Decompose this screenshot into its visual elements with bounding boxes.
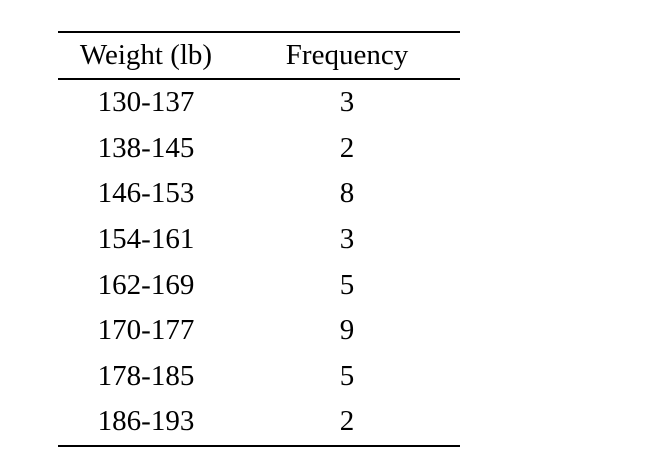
bottom-rule bbox=[58, 444, 460, 447]
table-row: 130-137 3 bbox=[58, 80, 460, 126]
weight-cell: 154-161 bbox=[97, 223, 195, 256]
header-rule bbox=[58, 78, 460, 80]
frequency-cell: 3 bbox=[339, 86, 355, 119]
weight-cell: 138-145 bbox=[97, 131, 195, 164]
frequency-cell: 3 bbox=[339, 223, 355, 256]
table-row: 186-193 2 bbox=[58, 399, 460, 445]
weight-cell: 130-137 bbox=[97, 86, 195, 119]
table-row: 154-161 3 bbox=[58, 217, 460, 263]
frequency-cell: 2 bbox=[339, 405, 355, 438]
table-row: 170-177 9 bbox=[58, 308, 460, 354]
table-header-row: Weight (lb) Frequency bbox=[58, 33, 460, 78]
frequency-cell: 8 bbox=[339, 177, 355, 210]
table-row: 162-169 5 bbox=[58, 262, 460, 308]
frequency-cell: 5 bbox=[339, 359, 355, 392]
frequency-table: Weight (lb) Frequency 130-137 3 138-145 … bbox=[58, 31, 460, 447]
frequency-cell: 9 bbox=[339, 314, 355, 347]
header-weight: Weight (lb) bbox=[79, 39, 213, 71]
weight-cell: 146-153 bbox=[97, 177, 195, 210]
top-rule bbox=[58, 31, 460, 33]
table-row: 138-145 2 bbox=[58, 126, 460, 172]
frequency-cell: 5 bbox=[339, 268, 355, 301]
header-frequency: Frequency bbox=[285, 39, 409, 71]
weight-cell: 186-193 bbox=[97, 405, 195, 438]
table-body: 130-137 3 138-145 2 146-153 8 154-161 3 … bbox=[58, 80, 460, 445]
weight-cell: 162-169 bbox=[97, 268, 195, 301]
table-row: 146-153 8 bbox=[58, 171, 460, 217]
table-row: 178-185 5 bbox=[58, 354, 460, 400]
frequency-cell: 2 bbox=[339, 131, 355, 164]
weight-cell: 178-185 bbox=[97, 359, 195, 392]
weight-cell: 170-177 bbox=[97, 314, 195, 347]
